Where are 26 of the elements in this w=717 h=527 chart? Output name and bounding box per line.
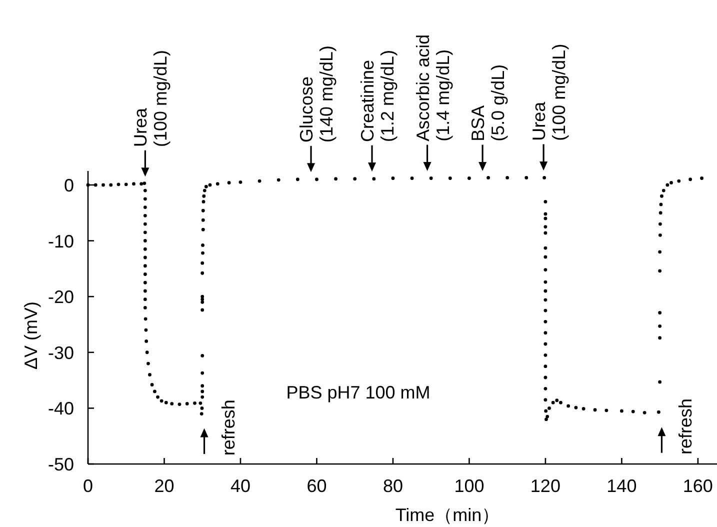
y-tick-label: -30 bbox=[48, 342, 74, 363]
x-tick-label: 60 bbox=[306, 476, 327, 496]
x-tick-label: 0 bbox=[82, 476, 94, 496]
annotation: Glucose (140 mg/dL) bbox=[296, 45, 337, 143]
y-tick-label: -10 bbox=[48, 231, 74, 252]
annotation: PBS pH7 100 mM bbox=[286, 382, 430, 403]
annotation: Urea (100 mg/dL) bbox=[130, 50, 171, 147]
y-axis-title: ΔV (mV) bbox=[21, 301, 41, 370]
x-tick-label: 100 bbox=[454, 476, 484, 496]
annotation: BSA (5.0 g/dL) bbox=[468, 64, 508, 142]
annotation: Urea (100 mg/dL) bbox=[529, 44, 570, 141]
annotation: refresh bbox=[218, 400, 238, 456]
x-tick-label: 40 bbox=[230, 476, 250, 496]
y-tick-label: -20 bbox=[48, 287, 74, 308]
x-tick-label: 160 bbox=[682, 476, 713, 496]
x-tick-label: 80 bbox=[382, 476, 403, 496]
x-tick-label: 120 bbox=[530, 476, 560, 496]
x-tick-label: 20 bbox=[154, 476, 174, 496]
x-tick-label: 140 bbox=[606, 476, 637, 496]
y-tick-label: -40 bbox=[48, 398, 74, 419]
annotation: refresh bbox=[676, 398, 696, 455]
annotation: Creatinine (1.2 mg/dL) bbox=[358, 50, 398, 142]
y-tick-label: -50 bbox=[48, 454, 74, 474]
y-tick-label: 0 bbox=[64, 175, 74, 196]
annotation: Ascorbic acid (1.4 mg/dL) bbox=[412, 34, 453, 142]
x-axis-title: Time（min） bbox=[395, 505, 500, 525]
